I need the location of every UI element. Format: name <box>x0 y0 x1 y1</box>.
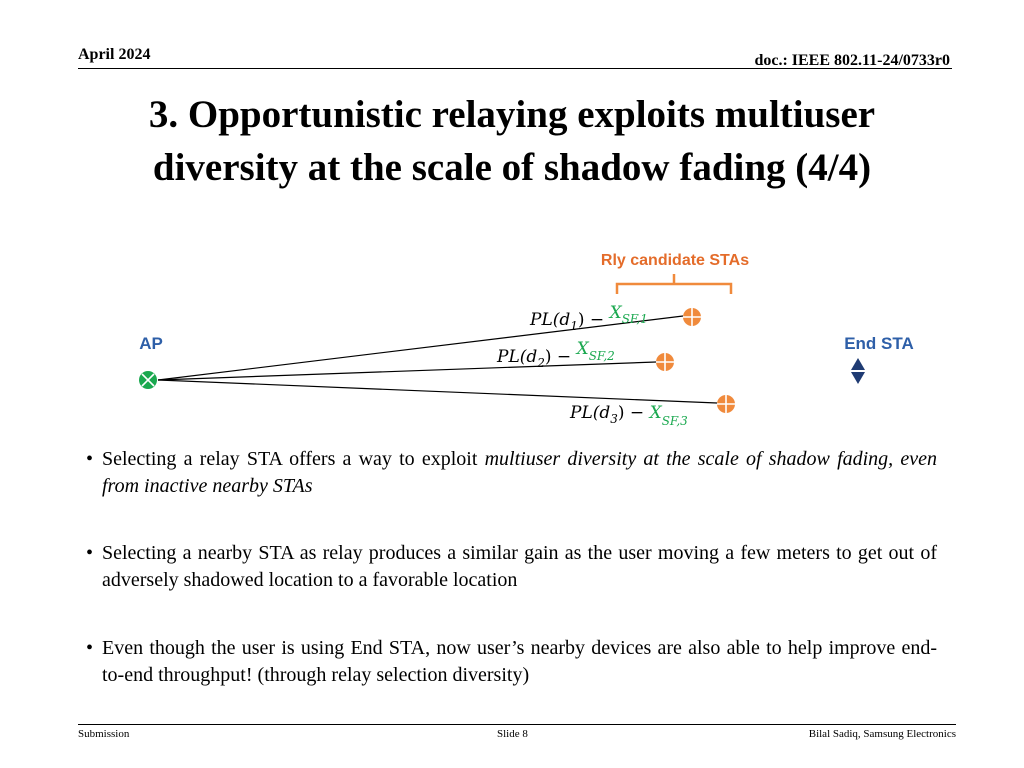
footer-submission: Submission <box>78 728 130 740</box>
bullet-3-text: Even though the user is using End STA, n… <box>102 637 937 686</box>
ap-label: AP <box>139 334 163 353</box>
path-line-2 <box>157 361 657 381</box>
candidate-node-3-icon <box>717 395 735 413</box>
header-date: April 2024 <box>78 46 151 63</box>
path-line-3 <box>157 379 718 404</box>
bullet-dot-3: • <box>86 637 94 659</box>
end-sta-device-icon <box>851 358 865 384</box>
header-doc-id: doc.: IEEE 802.11-24/0733r0 <box>754 52 950 69</box>
bullet-item-3: • Even though the user is using End STA,… <box>86 635 937 689</box>
slide-title: 3. Opportunistic relaying exploits multi… <box>60 88 964 194</box>
slide-title-line-1: 3. Opportunistic relaying exploits multi… <box>148 93 876 136</box>
slide-title-line-2: diversity at the scale of shadow fading … <box>152 146 872 189</box>
path-label-2: PL(d2) − XSF,2 <box>496 339 615 370</box>
bullet-dot-2: • <box>86 542 94 564</box>
bullet-item-2: • Selecting a nearby STA as relay produc… <box>86 540 937 594</box>
candidate-node-1-icon <box>683 308 701 326</box>
footer-rule <box>78 724 956 725</box>
bullet-list: • Selecting a relay STA offers a way to … <box>86 446 937 689</box>
header-rule <box>78 68 952 69</box>
footer-slide-number: Slide 8 <box>497 728 528 740</box>
bullet-dot-1: • <box>86 448 94 470</box>
path-line-1 <box>157 315 684 381</box>
bullet-1-text: Selecting a relay STA offers a way to ex… <box>102 448 485 470</box>
candidates-bracket <box>615 282 733 294</box>
candidate-node-2-icon <box>656 353 674 371</box>
end-sta-label: End STA <box>844 334 914 353</box>
bullet-1-emphasis: multiuser diversity at the scale of shad… <box>102 448 937 497</box>
footer-author: Bilal Sadiq, Samsung Electronics <box>808 728 956 740</box>
candidates-label: Rly candidate STAs <box>601 252 749 269</box>
path-label-1: PL(d1) − XSF,1 <box>529 303 648 333</box>
path-label-3: PL(d3) − XSF,3 <box>569 403 688 428</box>
ap-node-icon <box>139 371 157 389</box>
bullet-item-1: • Selecting a relay STA offers a way to … <box>86 446 937 500</box>
bullet-2-text: Selecting a nearby STA as relay produces… <box>102 542 937 591</box>
